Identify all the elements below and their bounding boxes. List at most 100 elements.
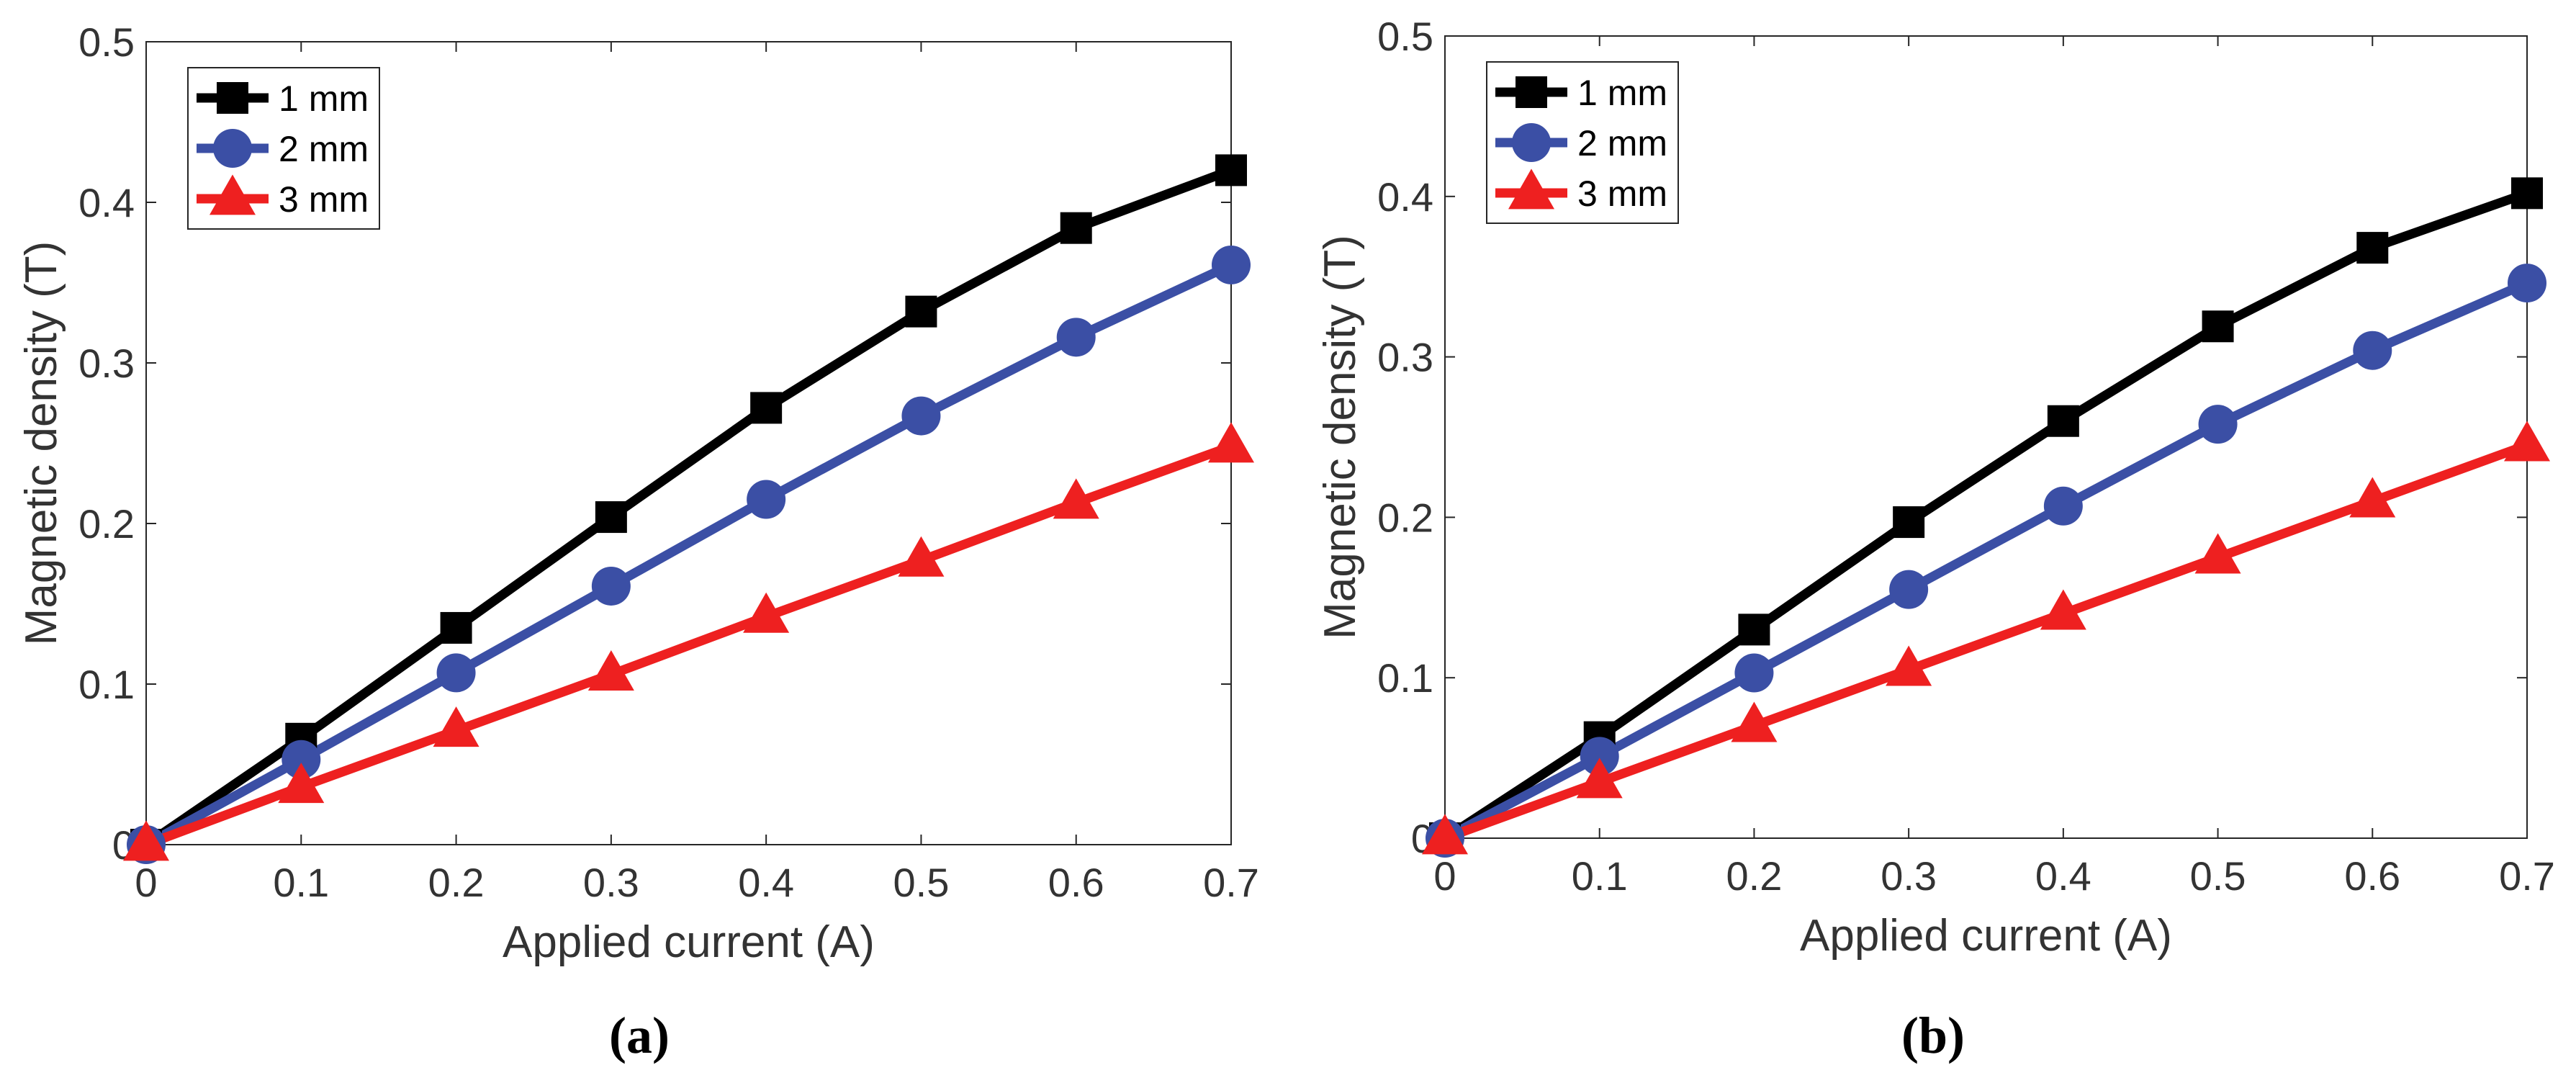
x-tick-label: 0.1 — [273, 860, 329, 905]
data-point-3mm — [2349, 477, 2396, 518]
legend-label: 2 mm — [279, 129, 369, 169]
x-tick-label: 0.6 — [2344, 853, 2400, 899]
series-line-3mm — [141, 441, 1236, 850]
legend-item: 1 mm — [197, 78, 369, 119]
x-tick-label: 0.3 — [1881, 853, 1937, 899]
series-line-3mm — [1440, 440, 2532, 843]
y-tick-label: 0.2 — [78, 501, 135, 547]
y-tick-label: 0.4 — [78, 180, 135, 225]
data-point-1mm — [440, 611, 472, 644]
legend-item: 1 mm — [1495, 73, 1667, 113]
y-tick-label: 0.5 — [1377, 14, 1433, 59]
x-tick-label: 0 — [135, 860, 157, 905]
panel-label: (b) — [1901, 1007, 1965, 1064]
legend-marker — [217, 82, 248, 114]
data-point-2mm — [901, 396, 941, 436]
y-tick-label: 0.5 — [78, 19, 135, 65]
data-point-1mm — [905, 295, 937, 328]
x-tick-label: 0.3 — [583, 860, 639, 905]
data-point-2mm — [1056, 318, 1096, 357]
data-point-2mm — [2508, 264, 2546, 303]
data-point-1mm — [2047, 405, 2079, 437]
legend-label: 3 mm — [1577, 174, 1667, 214]
x-tick-label: 0.1 — [1572, 853, 1628, 899]
data-point-3mm — [1731, 701, 1778, 742]
data-point-3mm — [2040, 589, 2086, 630]
x-tick-label: 0.4 — [738, 860, 794, 905]
x-tick-label: 0.7 — [1203, 860, 1259, 905]
legend-item: 3 mm — [1495, 168, 1667, 214]
data-point-2mm — [1889, 570, 1929, 609]
data-point-2mm — [282, 740, 321, 779]
y-tick-label: 0.1 — [1377, 655, 1433, 701]
data-point-2mm — [1580, 737, 1619, 776]
data-point-1mm — [2202, 310, 2234, 343]
data-point-2mm — [2198, 405, 2238, 444]
y-tick-label: 0.2 — [1377, 495, 1433, 540]
panel-label: (a) — [609, 1007, 670, 1064]
legend: 1 mm 2 mm 3 mm — [187, 67, 380, 230]
data-point-3mm — [1208, 422, 1254, 463]
legend-item: 2 mm — [1495, 123, 1667, 163]
legend-marker — [1508, 168, 1554, 210]
x-axis-label: Applied current (A) — [1800, 911, 2172, 961]
data-point-1mm — [1893, 506, 1925, 539]
data-point-2mm — [436, 653, 476, 693]
x-tick-label: 0.5 — [893, 860, 949, 905]
data-point-3mm — [2504, 421, 2550, 462]
x-tick-label: 0.7 — [2499, 853, 2555, 899]
series-line-1mm — [141, 165, 1236, 850]
data-point-3mm — [1886, 645, 1932, 686]
data-point-1mm — [595, 501, 627, 534]
data-point-3mm — [278, 763, 325, 804]
legend-marker — [1512, 123, 1551, 162]
y-axis-label: Magnetic density (T) — [17, 241, 66, 646]
legend-item: 3 mm — [197, 174, 369, 220]
data-point-3mm — [743, 592, 790, 633]
y-axis-label: Magnetic density (T) — [1315, 235, 1365, 639]
series-line-2mm — [141, 260, 1236, 850]
legend-label: 3 mm — [279, 179, 369, 220]
y-tick-label: 0.1 — [78, 662, 135, 707]
data-point-3mm — [587, 650, 634, 691]
chart-panel-b: 0 0.1 0.2 0.3 0.4 0.5 0.6 0.700.10.20.30.40.5Ap… — [1315, 14, 2555, 1064]
data-point-3mm — [123, 820, 169, 861]
data-point-3mm — [1576, 758, 1623, 799]
data-point-3mm — [898, 536, 945, 577]
data-point-3mm — [1422, 814, 1468, 855]
legend-label: 1 mm — [279, 78, 369, 119]
x-axis-label: Applied current (A) — [503, 917, 875, 967]
y-tick-label: 0.3 — [78, 341, 135, 386]
legend-marker — [210, 174, 256, 215]
x-tick-label: 0.2 — [428, 860, 485, 905]
data-point-1mm — [2356, 232, 2389, 264]
x-tick-label: 0.6 — [1048, 860, 1104, 905]
x-tick-label: 0 — [1433, 853, 1456, 899]
data-point-2mm — [2353, 331, 2392, 370]
x-tick-label: 0.2 — [1726, 853, 1782, 899]
data-point-2mm — [747, 480, 786, 519]
data-point-2mm — [1212, 245, 1251, 284]
legend-item: 2 mm — [197, 129, 369, 169]
chart-panel-a: 0 0.1 0.2 0.3 0.4 0.5 0.6 0.700.10.20.30.40.5Ap… — [17, 19, 1259, 1064]
data-point-1mm — [1060, 212, 1092, 244]
data-point-2mm — [1734, 653, 1774, 693]
x-tick-label: 0.4 — [2035, 853, 2091, 899]
x-tick-label: 0.5 — [2190, 853, 2246, 899]
data-point-3mm — [433, 706, 479, 747]
data-point-3mm — [1053, 478, 1099, 519]
data-point-3mm — [2194, 533, 2241, 574]
data-point-1mm — [1738, 614, 1770, 646]
y-tick-label: 0.3 — [1377, 335, 1433, 380]
data-point-1mm — [750, 392, 783, 424]
legend: 1 mm 2 mm 3 mm — [1486, 61, 1679, 224]
data-point-1mm — [2511, 177, 2543, 210]
series-line-2mm — [1440, 278, 2532, 843]
legend-label: 2 mm — [1577, 123, 1667, 163]
data-point-2mm — [591, 566, 631, 606]
data-point-1mm — [1215, 154, 1247, 187]
y-tick-label: 0.4 — [1377, 174, 1433, 220]
series-line-1mm — [1440, 188, 2532, 843]
data-point-2mm — [2043, 486, 2083, 526]
